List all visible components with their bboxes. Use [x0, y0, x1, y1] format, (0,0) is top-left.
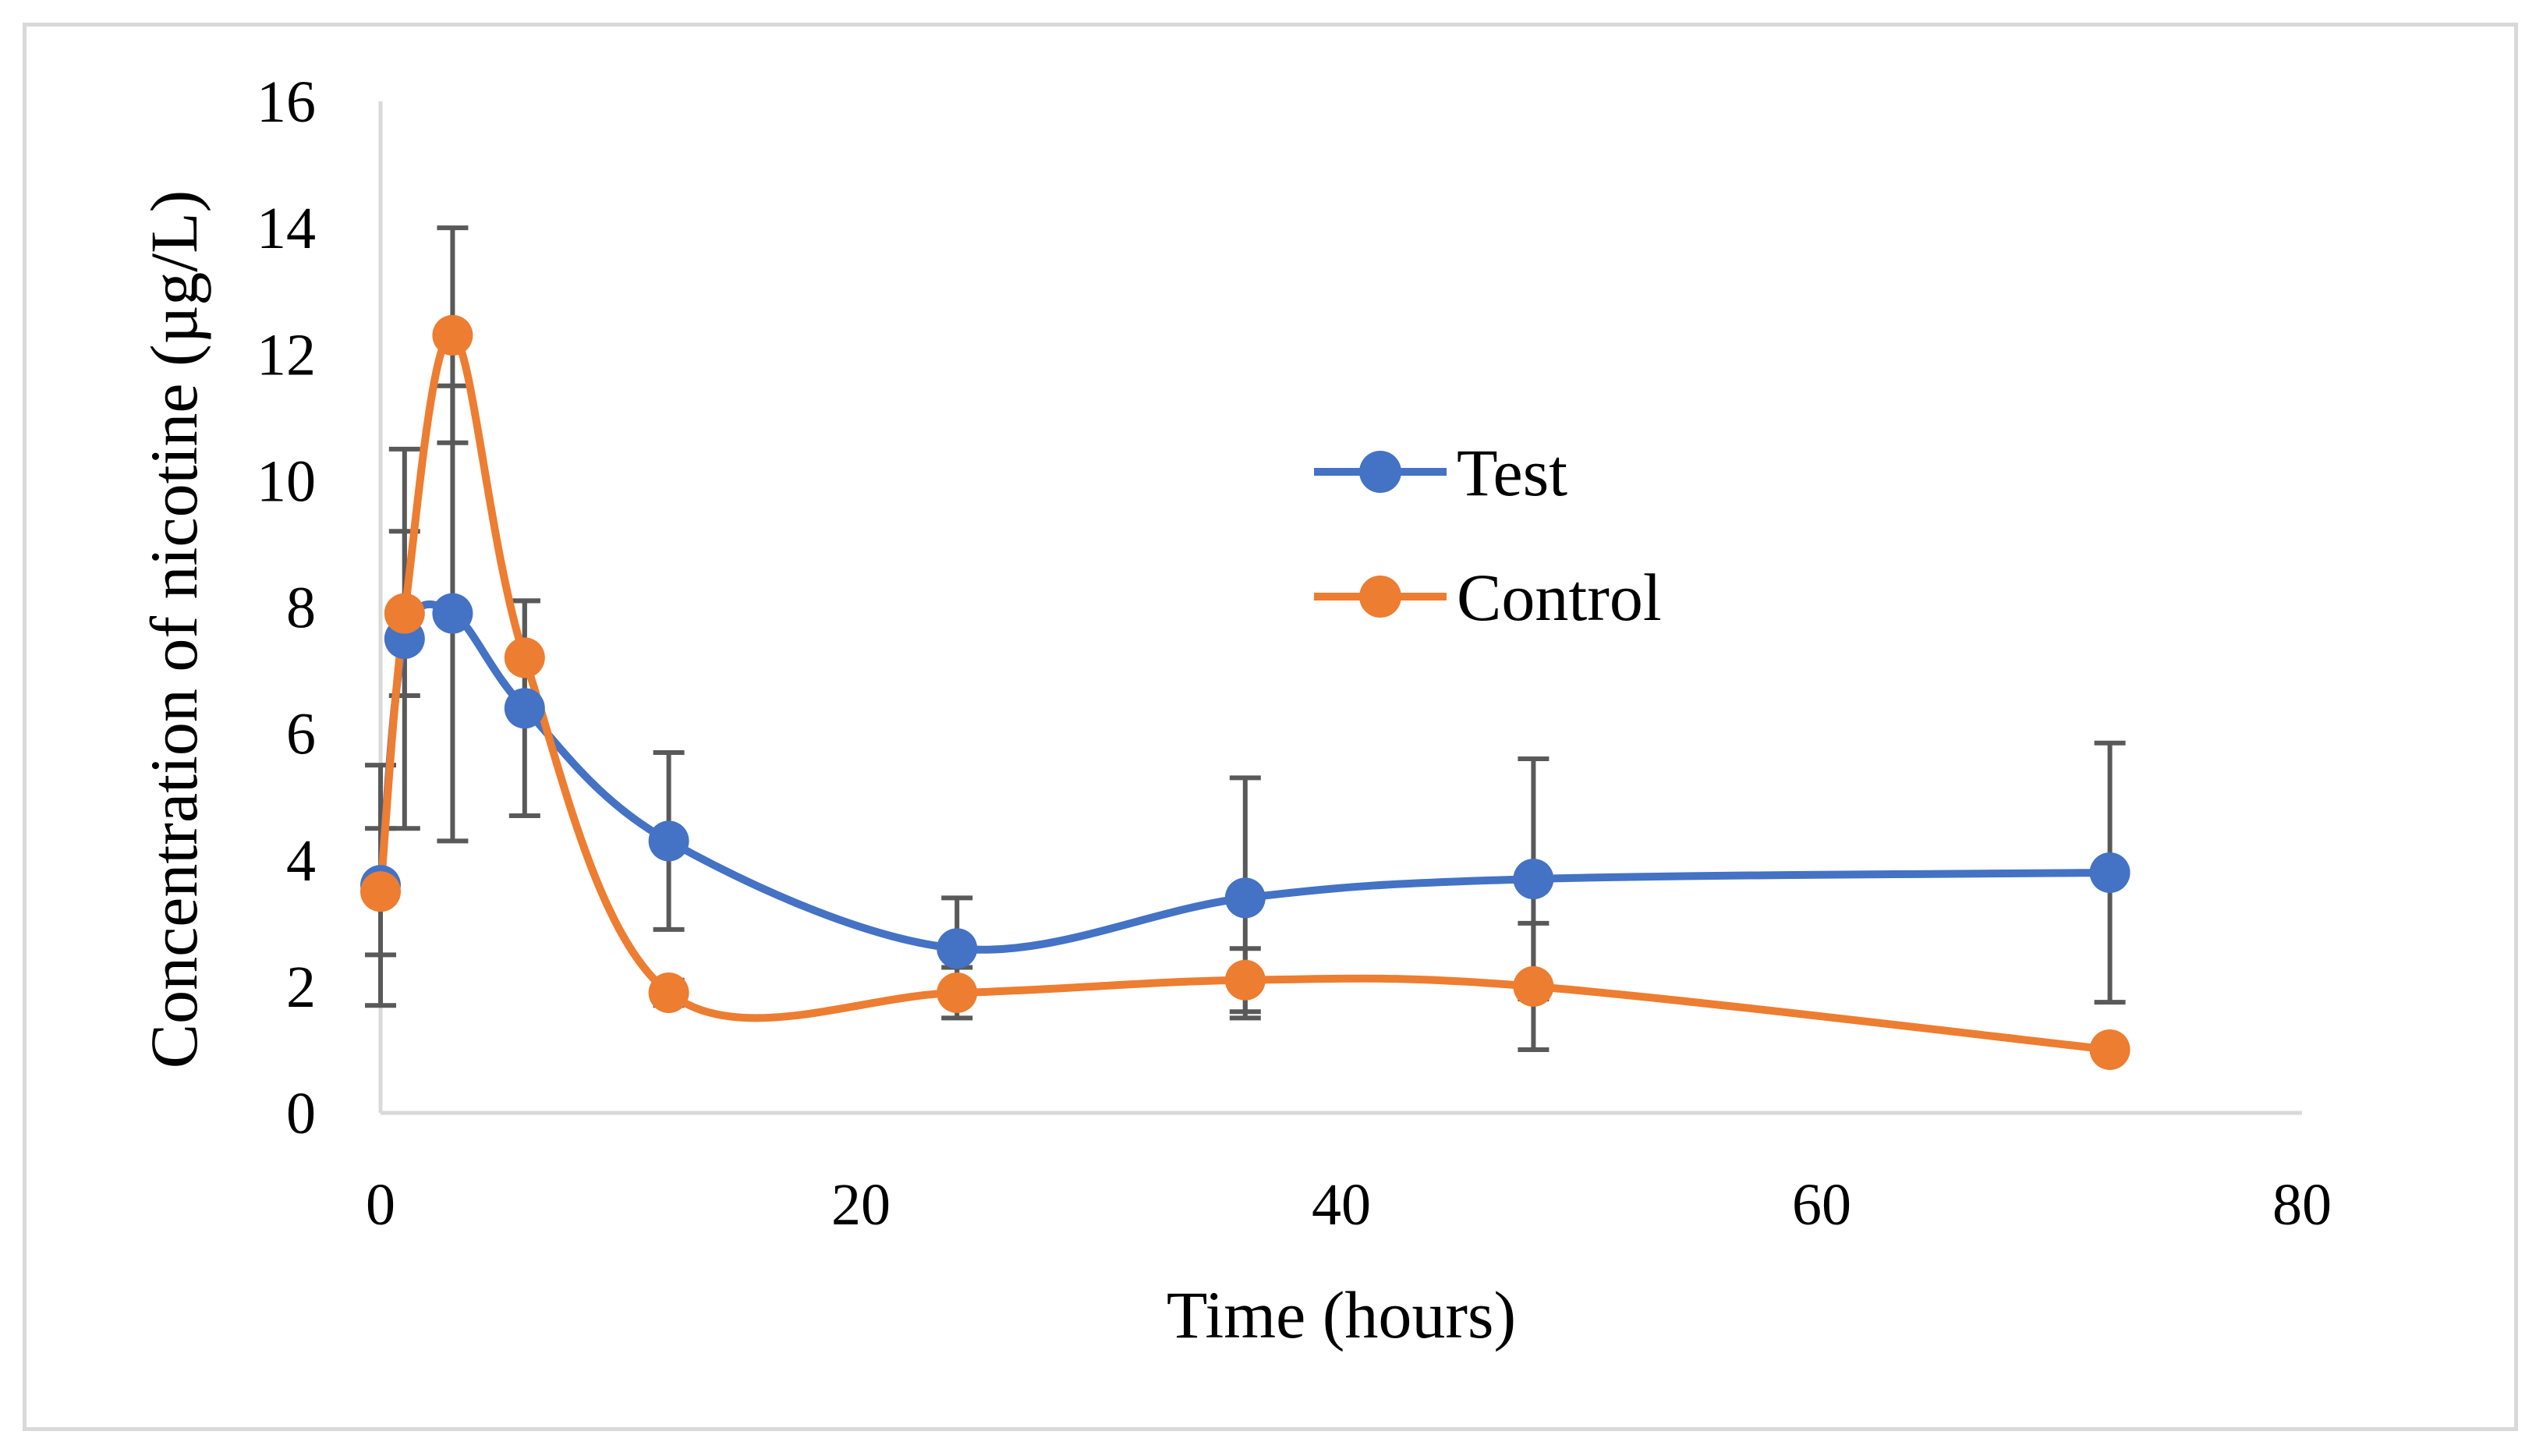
y-tick-label: 0: [286, 1081, 316, 1146]
y-tick-label: 16: [257, 69, 316, 135]
data-point-test: [2089, 852, 2130, 893]
y-tick-label: 10: [257, 448, 316, 514]
data-point-test: [1513, 859, 1554, 900]
legend-marker-test: [1359, 451, 1401, 493]
data-point-test: [937, 928, 978, 969]
x-tick-label: 80: [2272, 1172, 2332, 1238]
data-point-test: [1224, 877, 1266, 919]
legend-label-test: Test: [1457, 435, 1567, 510]
legend-label-control: Control: [1457, 560, 1662, 635]
data-point-control: [937, 972, 978, 1013]
y-tick-label: 6: [286, 702, 316, 767]
data-point-test: [504, 688, 545, 729]
axes-layer: 0 2 4 6 8 10 12 14 16 0 20 40 60 80: [257, 69, 2332, 1238]
x-tick-label: 40: [1312, 1172, 1371, 1238]
error-bars: [365, 225, 2126, 1052]
y-tick-label: 8: [286, 576, 316, 641]
y-tick-label: 4: [286, 828, 316, 894]
series-line-test: [377, 600, 2114, 954]
x-tick-label: 20: [831, 1172, 891, 1238]
chart-frame: [23, 23, 2518, 1431]
y-axis-title: Concentration of nicotine (µg/L): [136, 190, 211, 1069]
y-tick-label: 2: [286, 955, 316, 1020]
data-point-control: [384, 593, 425, 634]
data-point-control: [648, 972, 689, 1013]
y-tick-label: 12: [257, 322, 316, 388]
data-point-test: [432, 593, 473, 634]
x-axis-title: Time (hours): [1167, 1277, 1516, 1352]
legend-marker-control: [1359, 576, 1401, 618]
data-point-control: [1224, 959, 1266, 1001]
data-point-control: [1513, 965, 1554, 1007]
x-tick-label: 0: [366, 1172, 395, 1238]
data-point-control: [2089, 1029, 2130, 1070]
data-point-control: [504, 637, 545, 678]
data-point-test: [648, 820, 689, 862]
data-point-control: [432, 314, 473, 356]
y-tick-label: 14: [257, 196, 316, 261]
markers-layer: [360, 314, 2130, 1070]
legend: Test Control: [1314, 435, 1662, 635]
data-point-control: [360, 871, 401, 912]
x-tick-label: 60: [1792, 1172, 1851, 1238]
